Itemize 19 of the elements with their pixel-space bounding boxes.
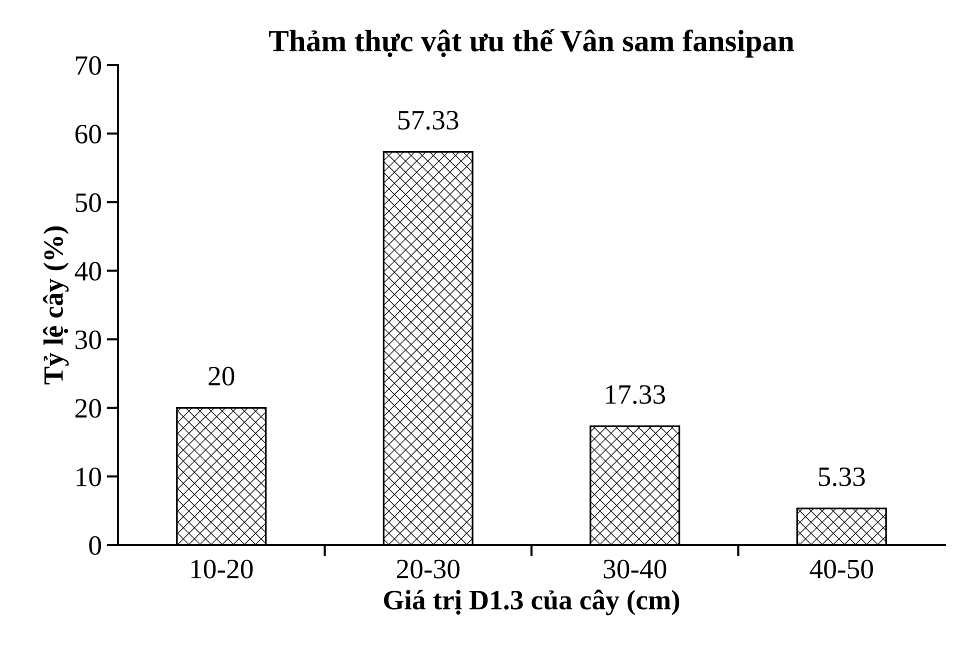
- x-tick-label: 40-50: [810, 560, 873, 578]
- x-tick-label: 20-30: [396, 560, 460, 578]
- y-tick-label: 60: [75, 124, 101, 144]
- y-tick-label: 40: [74, 262, 101, 281]
- x-axis-title: Giá trị D1.3 của cây (cm): [384, 590, 680, 616]
- data-label: 5.33: [818, 467, 865, 486]
- y-tick-label: 70: [76, 56, 101, 75]
- x-tick-label: 30-40: [604, 560, 666, 578]
- y-axis-title: Tỷ lệ cây (%): [43, 226, 69, 384]
- data-label: 17.33: [606, 385, 666, 404]
- x-tick-label: 10-20: [191, 560, 253, 578]
- data-label: 20: [208, 366, 234, 386]
- y-tick-label: 0: [89, 536, 101, 555]
- y-tick-label: 20: [75, 399, 101, 418]
- data-label: 57.33: [398, 110, 458, 130]
- y-tick-label: 50: [76, 193, 101, 212]
- chart-title: Thảm thực vật ưu thế Vân sam fansipan: [269, 28, 794, 58]
- y-tick-label: 10: [76, 468, 101, 486]
- y-tick-label: 30: [76, 330, 101, 350]
